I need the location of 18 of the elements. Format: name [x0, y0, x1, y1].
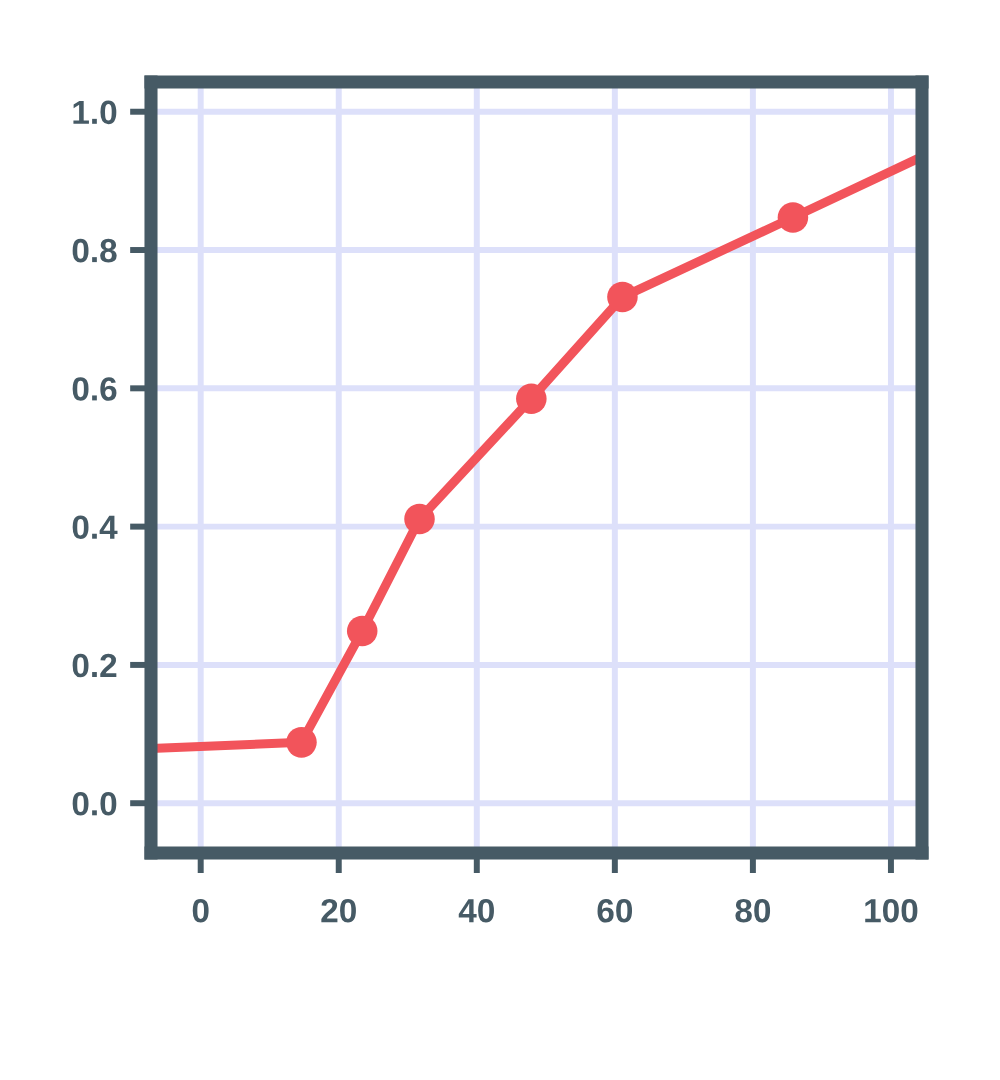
y-tick-label: 0.0: [72, 792, 117, 816]
y-tick-label: 0.2: [72, 653, 117, 678]
x-tick-label: 100: [865, 898, 918, 923]
x-tick-label: 80: [735, 898, 771, 923]
point: [346, 615, 378, 647]
point: [777, 202, 809, 233]
x-tick-label: 0: [192, 898, 209, 923]
point: [516, 383, 547, 414]
point: [404, 503, 435, 535]
y-tick-label: 0.8: [72, 238, 117, 263]
y-tick-label: 1.0: [73, 100, 117, 125]
y-tick-label: 0.4: [72, 515, 118, 540]
y-tick-label: 0.6: [72, 377, 117, 401]
x-tick-label: 40: [458, 898, 494, 923]
point: [286, 727, 317, 758]
point: [607, 281, 638, 313]
x-tick-label: 20: [321, 898, 356, 923]
x-tick-label: 60: [597, 898, 633, 923]
